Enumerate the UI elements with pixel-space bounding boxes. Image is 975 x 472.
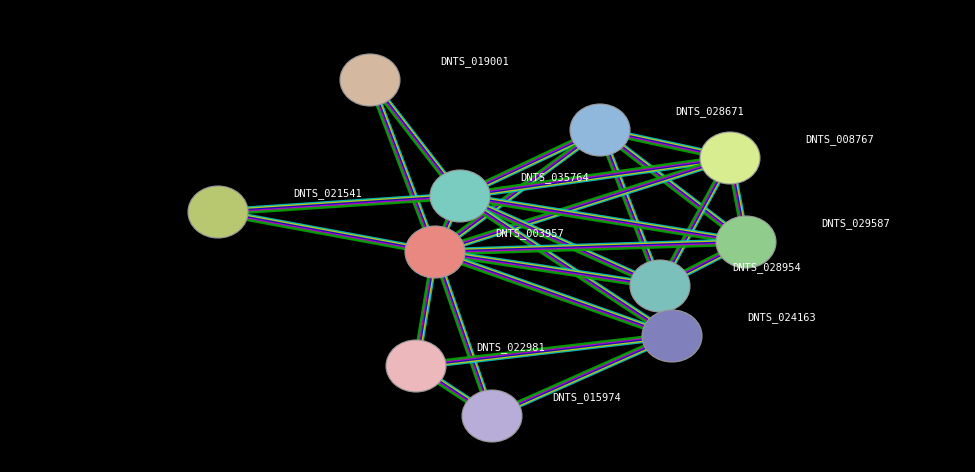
- Text: DNTS_024163: DNTS_024163: [747, 312, 816, 323]
- Ellipse shape: [405, 226, 465, 278]
- Ellipse shape: [700, 132, 760, 184]
- Ellipse shape: [430, 170, 490, 222]
- Text: DNTS_015974: DNTS_015974: [552, 393, 621, 404]
- Text: DNTS_035764: DNTS_035764: [520, 173, 589, 184]
- Ellipse shape: [340, 54, 400, 106]
- Ellipse shape: [642, 310, 702, 362]
- Ellipse shape: [188, 186, 248, 238]
- Text: DNTS_008767: DNTS_008767: [805, 135, 874, 145]
- Ellipse shape: [462, 390, 522, 442]
- Text: DNTS_019001: DNTS_019001: [440, 57, 509, 67]
- Ellipse shape: [386, 340, 446, 392]
- Text: DNTS_028671: DNTS_028671: [675, 107, 744, 118]
- Text: DNTS_028954: DNTS_028954: [732, 262, 800, 273]
- Text: DNTS_021541: DNTS_021541: [293, 188, 362, 200]
- Text: DNTS_022981: DNTS_022981: [476, 343, 545, 354]
- Ellipse shape: [716, 216, 776, 268]
- Ellipse shape: [630, 260, 690, 312]
- Text: DNTS_029587: DNTS_029587: [821, 219, 890, 229]
- Ellipse shape: [570, 104, 630, 156]
- Text: DNTS_003957: DNTS_003957: [495, 228, 564, 239]
